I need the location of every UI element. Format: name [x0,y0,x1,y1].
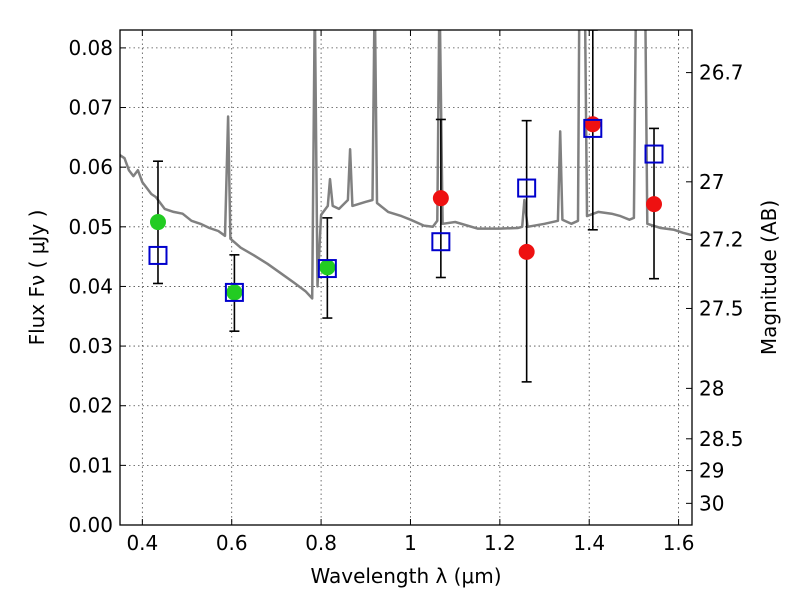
observed-flux-point [432,190,449,207]
x-tick-label: 1.6 [663,531,695,555]
marker-layer [148,116,664,302]
model-band-square [517,178,537,198]
observed-flux-point [226,284,243,301]
tick-layer: 0.4 0.6 0.8 1 1.2 1.4 1.6 0.00 0.01 0.02 0.03 0.04 0… [68,30,744,555]
y-tick-label: 0.05 [68,215,113,239]
model-band-square [431,232,451,252]
x-tick-label: 1.2 [484,531,516,555]
model-band-square [148,245,168,265]
model-band-square [224,282,244,302]
y2-tick-label: 28 [699,376,724,400]
y2-tick-label: 27 [699,170,724,194]
y-tick-label: 0.07 [68,96,113,120]
y2-axis-title: Magnitude (AB) [757,200,781,355]
x-tick-label: 0.4 [126,531,158,555]
y2-tick-label: 27.2 [699,228,744,252]
model-band-square [583,118,603,138]
y2-tick-label: 28.5 [699,427,744,451]
plot-frame [119,29,693,526]
line-layer [120,30,692,300]
y2-tick-label: 30 [699,491,724,515]
grid-layer [120,30,692,525]
y-tick-label: 0.03 [68,334,113,358]
x-tick-label: 0.6 [216,531,248,555]
x-tick-label: 1.4 [573,531,605,555]
observed-flux-point [518,243,535,260]
x-tick-label: 0.8 [305,531,337,555]
y-axis-title: Flux Fν ( μJy ) [25,210,49,346]
model-band-square [317,259,337,279]
model-band-square [644,144,664,164]
x-tick-label: 1 [404,531,417,555]
y-tick-label: 0.00 [68,513,113,537]
y-tick-label: 0.06 [68,155,113,179]
y2-tick-label: 26.7 [699,61,744,85]
x-axis-title: Wavelength λ (μm) [310,564,501,588]
y2-tick-label: 27.5 [699,296,744,320]
y-tick-label: 0.02 [68,394,113,418]
y-tick-label: 0.08 [68,36,113,60]
y-tick-label: 0.04 [68,274,113,298]
observed-flux-point [646,196,663,213]
y-tick-label: 0.01 [68,453,113,477]
y2-tick-label: 29 [699,459,724,483]
observed-flux-point [149,214,166,231]
observed-flux-point [319,259,336,276]
model-sed-line [120,30,692,300]
